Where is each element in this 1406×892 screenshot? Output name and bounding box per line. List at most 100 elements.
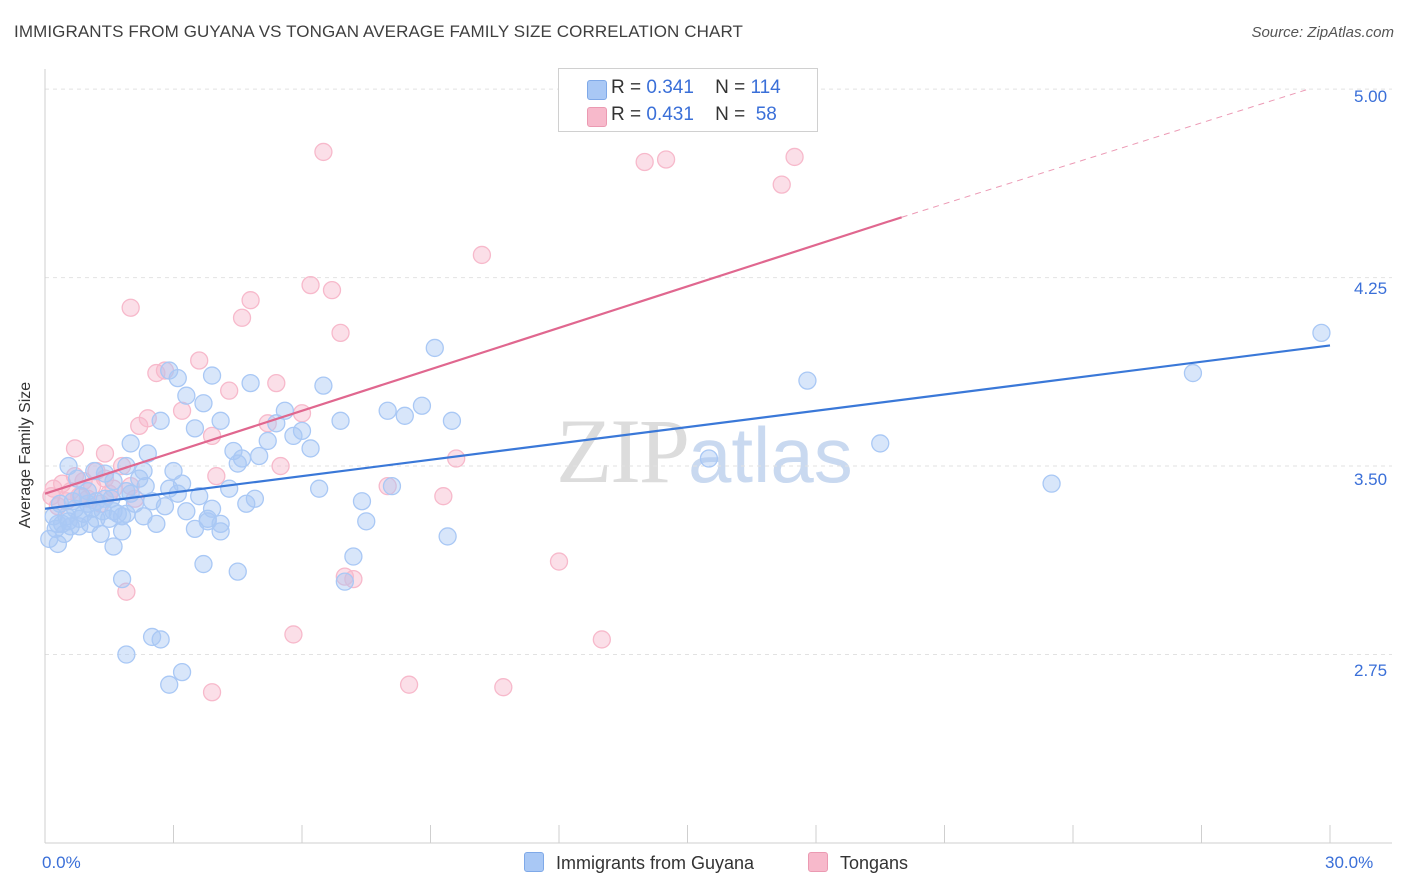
watermark-zip: ZIP [556, 400, 690, 502]
point-guyana [147, 514, 166, 534]
point-tongans [378, 477, 397, 496]
point-tongans [267, 373, 286, 393]
point-guyana [871, 434, 890, 453]
point-tongans [472, 245, 492, 265]
point-tongans [284, 625, 303, 644]
point-guyana [301, 439, 320, 458]
point-tongans [190, 351, 209, 370]
point-tongans [220, 381, 239, 400]
point-tongans [772, 175, 791, 194]
point-guyana [198, 512, 217, 531]
point-guyana [202, 366, 222, 385]
point-tongans [301, 275, 320, 295]
chart-title: IMMIGRANTS FROM GUYANA VS TONGAN AVERAGE… [14, 22, 743, 41]
point-tongans [785, 147, 804, 167]
point-guyana [284, 426, 303, 446]
point-tongans [202, 683, 222, 702]
point-guyana [142, 492, 162, 511]
point-guyana [194, 394, 213, 413]
point-guyana [798, 371, 817, 390]
point-guyana [1183, 363, 1203, 383]
bottom-legend-guyana: Immigrants from Guyana [524, 852, 754, 874]
point-guyana [87, 509, 106, 528]
point-guyana [357, 512, 376, 531]
point-guyana [258, 431, 277, 451]
legend-swatch-guyana [587, 80, 607, 100]
point-guyana [138, 444, 157, 463]
point-guyana [104, 537, 123, 556]
point-guyana [425, 338, 444, 358]
point-tongans [447, 449, 466, 468]
point-tongans [322, 280, 342, 300]
point-guyana [220, 479, 239, 498]
point-tongans [207, 466, 226, 486]
point-guyana [1312, 323, 1331, 343]
point-guyana [190, 487, 209, 506]
point-guyana [442, 411, 462, 430]
point-tongans [271, 456, 290, 476]
point-tongans [172, 401, 192, 420]
point-guyana [177, 386, 196, 405]
point-guyana [172, 662, 192, 682]
y-tick-label: 2.75 [1354, 661, 1388, 680]
point-guyana [177, 502, 196, 521]
legend-row-tongans: R = 0.431 N = 58 [587, 104, 777, 127]
point-tongans [399, 675, 419, 694]
point-guyana [1042, 474, 1061, 493]
point-guyana [164, 461, 183, 481]
y-tick-label: 4.25 [1354, 279, 1388, 298]
legend-box: R = 0.341 N = 114 R = 0.431 N = 58 [558, 68, 818, 132]
y-tick-label: 5.00 [1354, 87, 1388, 106]
bottom-legend-label-guyana: Immigrants from Guyana [556, 853, 755, 873]
point-tongans [95, 444, 115, 463]
point-guyana [382, 477, 402, 496]
point-guyana [395, 406, 414, 425]
point-tongans [241, 291, 260, 310]
point-guyana [59, 456, 78, 476]
point-guyana [91, 524, 110, 544]
point-tongans [592, 630, 611, 649]
point-guyana [112, 569, 132, 589]
point-guyana [151, 411, 170, 430]
point-tongans [121, 298, 140, 317]
point-guyana [117, 645, 136, 664]
point-guyana [95, 489, 115, 508]
point-tongans [656, 150, 676, 169]
point-guyana [70, 517, 89, 536]
point-tongans [494, 678, 513, 697]
point-guyana [309, 479, 329, 498]
point-guyana [378, 401, 397, 420]
point-tongans [549, 552, 569, 571]
legend-r-label: R = [611, 77, 642, 98]
legend-swatch-tongans [587, 107, 607, 127]
point-tongans [314, 142, 333, 162]
legend-r-value: 0.431 [646, 104, 694, 125]
bottom-legend-swatch-guyana [524, 852, 544, 872]
point-guyana [250, 446, 269, 466]
point-guyana [48, 514, 67, 534]
point-guyana [117, 504, 136, 523]
trendline-tongans-extension [901, 88, 1309, 218]
point-guyana [232, 449, 252, 468]
point-guyana [117, 456, 136, 476]
point-guyana [185, 419, 205, 438]
point-guyana [48, 534, 67, 554]
legend-row-guyana: R = 0.341 N = 114 [587, 77, 781, 100]
bottom-legend-tongans: Tongans [808, 852, 908, 874]
bottom-legend-label-tongans: Tongans [840, 853, 909, 873]
watermark: ZIPatlas [556, 398, 853, 504]
point-guyana [112, 522, 132, 541]
point-guyana [267, 414, 286, 433]
point-guyana [194, 554, 213, 574]
point-guyana [134, 461, 153, 481]
point-guyana [136, 477, 155, 496]
point-guyana [241, 373, 260, 393]
x-tick-label-max: 30.0% [1325, 853, 1374, 872]
point-guyana [151, 630, 170, 649]
trendline-tongans [44, 216, 903, 495]
point-guyana [211, 411, 230, 430]
point-guyana [314, 376, 333, 395]
point-guyana [292, 421, 312, 441]
point-tongans [232, 308, 252, 327]
